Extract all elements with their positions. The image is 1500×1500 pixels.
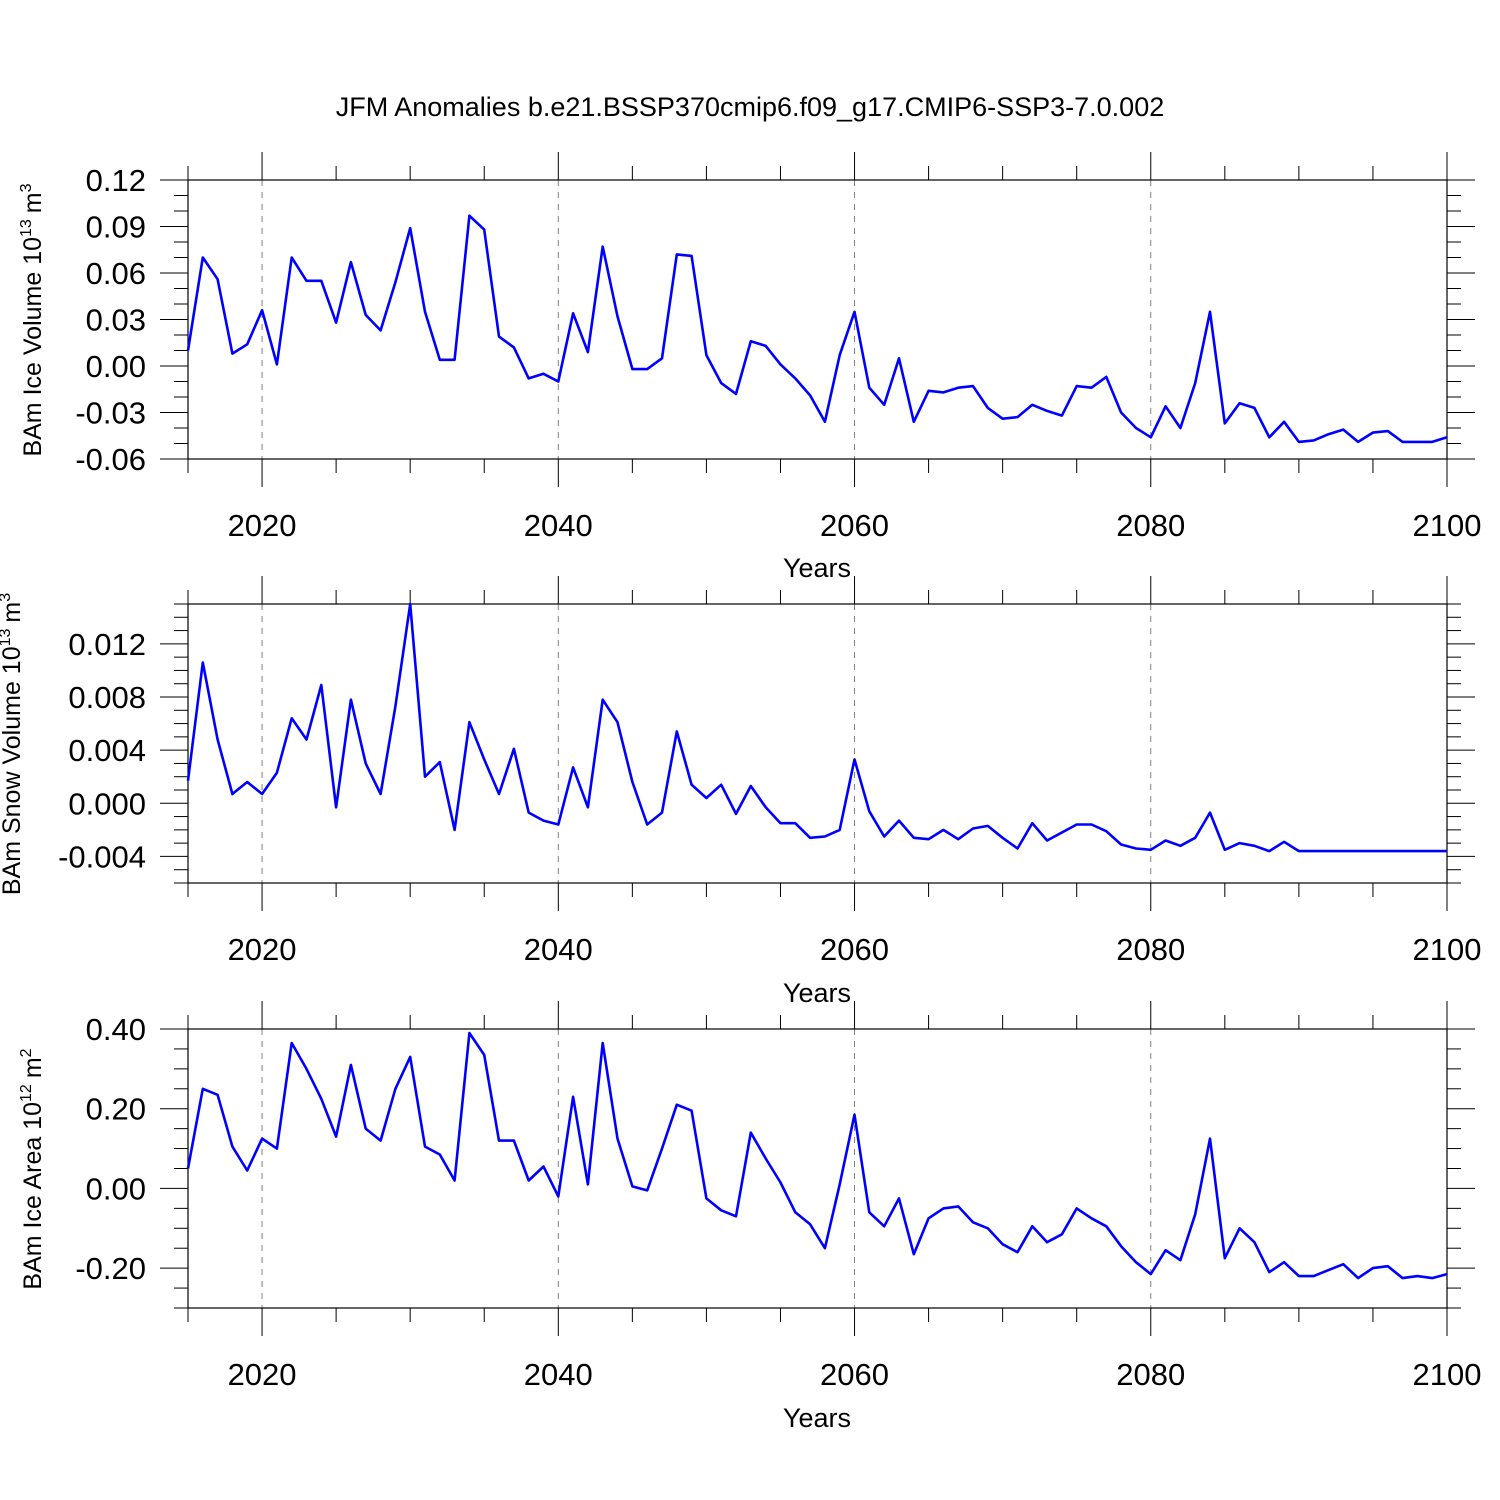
- x-tick-label: 2100: [1413, 932, 1482, 967]
- y-axis-label-unit: m: [19, 192, 47, 213]
- axis-ticks: [160, 576, 1475, 911]
- y-tick-labels: -0.06 -0.03 0.00 0.03 0.06 0.09 0.12: [75, 163, 146, 477]
- y-axis-label-unit-exponent: 2: [18, 1048, 35, 1057]
- y-tick-label: -0.20: [75, 1251, 146, 1286]
- series-line: [186, 214, 1448, 444]
- x-gridlines: [261, 180, 1152, 459]
- y-tick-label: 0.03: [86, 303, 146, 338]
- y-axis-label-unit: m: [19, 1057, 47, 1078]
- series-layer: [186, 1031, 1448, 1280]
- x-tick-label: 2060: [820, 508, 889, 543]
- y-tick-labels: -0.004 0.000 0.004 0.008 0.012: [58, 627, 146, 875]
- y-axis-label-unit: m: [0, 602, 26, 623]
- y-tick-label: 0.12: [86, 163, 146, 198]
- axis-ticks: [160, 152, 1475, 487]
- y-tick-label: 0.06: [86, 256, 146, 291]
- x-tick-labels: 2020 2040 2060 2080 2100: [228, 1357, 1482, 1392]
- x-tick-labels: 2020 2040 2060 2080 2100: [228, 508, 1482, 543]
- y-tick-labels: -0.20 0.00 0.20 0.40: [75, 1012, 146, 1286]
- y-tick-label: 0.40: [86, 1012, 146, 1047]
- y-axis-label-exponent: 13: [0, 628, 14, 646]
- y-tick-label: 0.000: [68, 786, 146, 821]
- y-axis-label-exponent: 12: [18, 1084, 35, 1102]
- panel-ice-volume: -0.06-0.030.000.030.060.090.12 2020 2040 2…: [18, 152, 1481, 583]
- y-tick-label: 0.09: [86, 210, 146, 245]
- axis-ticks: [160, 1001, 1475, 1336]
- x-axis-label: Years: [783, 553, 851, 583]
- x-tick-label: 2020: [228, 932, 297, 967]
- y-axis-label: BAm Snow Volume 1013 m3: [0, 593, 26, 895]
- x-tick-label: 2080: [1116, 508, 1185, 543]
- series-line: [186, 602, 1447, 853]
- x-tick-label: 2020: [228, 508, 297, 543]
- y-axis-label-main: BAm Ice Volume 10: [19, 237, 47, 457]
- x-tick-label: 2040: [524, 932, 593, 967]
- panel-ice-area: -0.20 0.00 0.20 0.40 2020 2040 2060 2080 2100 Y…: [18, 1001, 1481, 1433]
- y-tick-label: -0.004: [58, 839, 146, 874]
- y-axis-label: BAm Ice Area 1012 m2: [18, 1048, 47, 1289]
- series-layer: [186, 602, 1447, 853]
- figure-title: JFM Anomalies b.e21.BSSP370cmip6.f09_g17…: [336, 92, 1164, 122]
- x-tick-label: 2080: [1116, 932, 1185, 967]
- x-axis-label: Years: [783, 1403, 851, 1433]
- x-tick-label: 2060: [820, 1357, 889, 1392]
- y-tick-label: 0.012: [68, 627, 146, 662]
- x-tick-label: 2060: [820, 932, 889, 967]
- y-tick-label: 0.008: [68, 680, 146, 715]
- x-tick-label: 2040: [524, 1357, 593, 1392]
- x-tick-label: 2040: [524, 508, 593, 543]
- series-line: [186, 1031, 1448, 1280]
- plot-frame: [187, 179, 1448, 460]
- y-tick-label: 0.00: [86, 1171, 146, 1206]
- x-tick-label: 2020: [228, 1357, 297, 1392]
- x-gridlines: [261, 604, 1152, 883]
- y-axis-label-main: BAm Ice Area 10: [19, 1102, 47, 1290]
- y-axis-label: BAm Ice Volume 1013 m3: [18, 183, 47, 456]
- x-tick-label: 2100: [1413, 1357, 1482, 1392]
- y-tick-label: -0.03: [75, 396, 146, 431]
- plot-frame: [187, 1028, 1448, 1309]
- x-axis-label: Years: [783, 978, 851, 1008]
- series-layer: [186, 214, 1448, 444]
- y-tick-label: -0.06: [75, 442, 146, 477]
- x-tick-label: 2100: [1413, 508, 1482, 543]
- y-axis-label-unit-exponent: 3: [18, 183, 35, 192]
- y-axis-label-main: BAm Snow Volume 10: [0, 646, 26, 895]
- x-tick-label: 2080: [1116, 1357, 1185, 1392]
- y-axis-label-exponent: 13: [18, 219, 35, 237]
- plot-frame: [187, 603, 1448, 884]
- y-tick-label: 0.20: [86, 1092, 146, 1127]
- x-tick-labels: 2020 2040 2060 2080 2100: [228, 932, 1482, 967]
- y-tick-label: 0.00: [86, 349, 146, 384]
- y-tick-label: 0.004: [68, 733, 146, 768]
- x-gridlines: [261, 1029, 1152, 1308]
- y-axis-label-unit-exponent: 3: [0, 593, 14, 602]
